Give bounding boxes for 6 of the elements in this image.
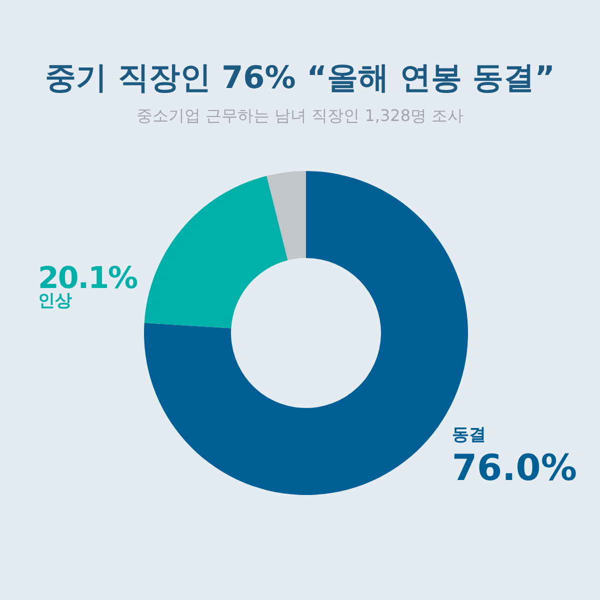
chart-subtitle: 중소기업 근무하는 남녀 직장인 1,328명 조사 bbox=[136, 106, 464, 125]
slice-label: 동결 bbox=[452, 425, 486, 445]
donut-slice bbox=[266, 171, 306, 260]
data-label: 76.0% bbox=[452, 448, 577, 489]
chart-title: 중기 직장인 76% “올해 연봉 동결” bbox=[45, 60, 555, 96]
donut-slice bbox=[144, 176, 288, 328]
